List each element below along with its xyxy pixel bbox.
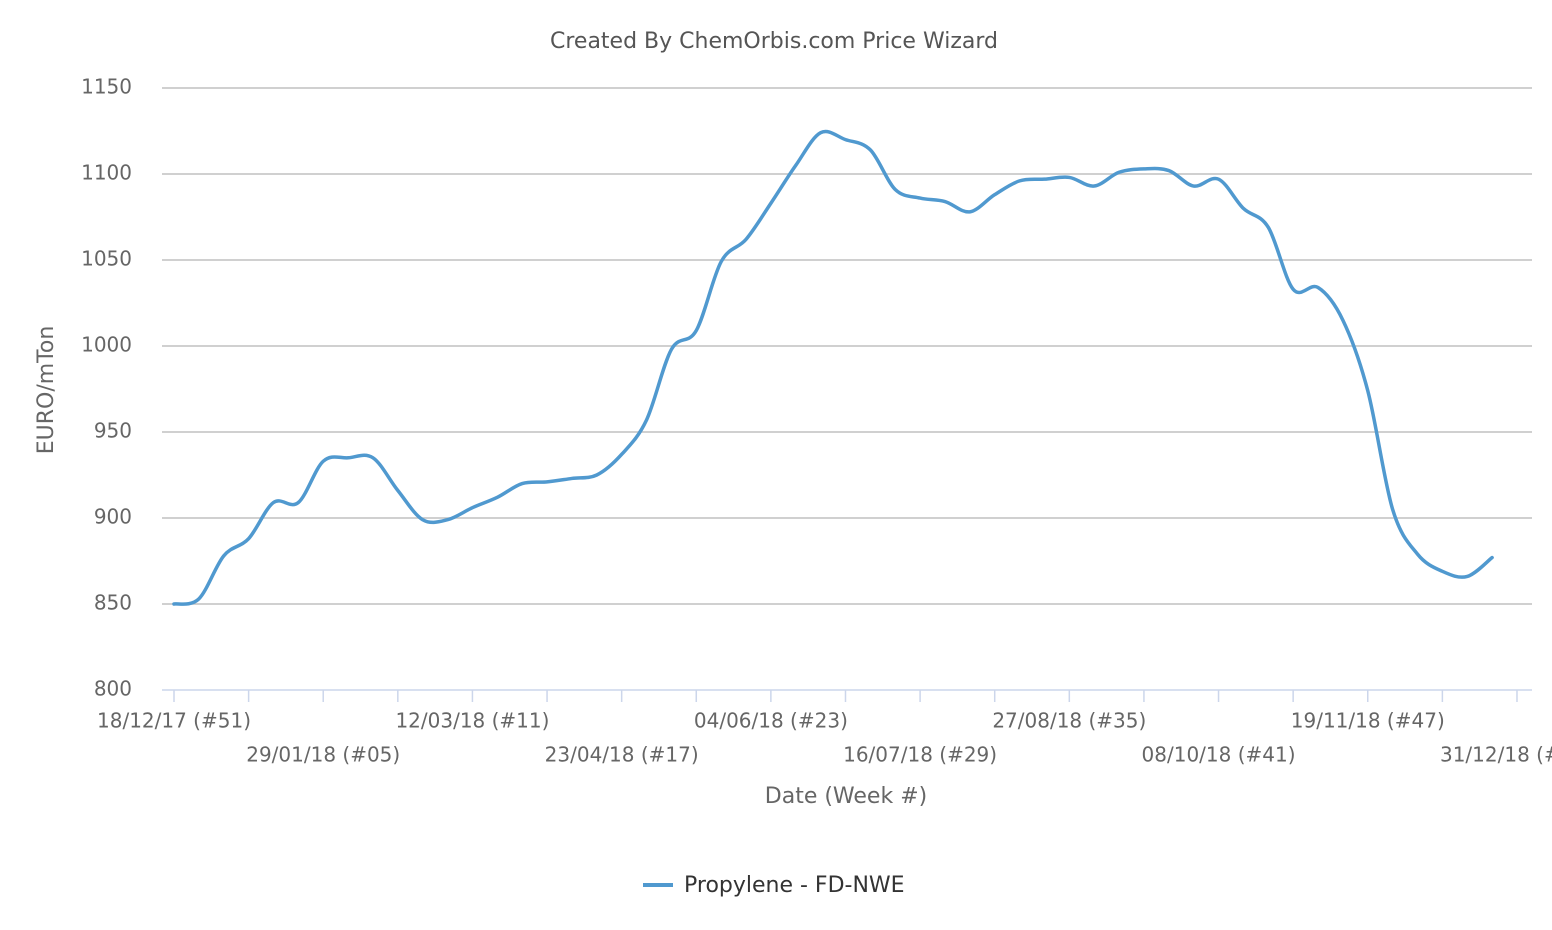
x-tick-label: 08/10/18 (#41) xyxy=(1142,743,1296,767)
y-tick-label: 1150 xyxy=(81,75,132,99)
y-tick-label: 800 xyxy=(94,677,132,701)
y-tick-label: 1000 xyxy=(81,333,132,357)
chart-title: Created By ChemOrbis.com Price Wizard xyxy=(550,29,998,54)
y-tick-label: 850 xyxy=(94,591,132,615)
x-tick-label: 04/06/18 (#23) xyxy=(694,709,848,733)
x-tick-label: 12/03/18 (#11) xyxy=(395,709,549,733)
x-tick-label: 16/07/18 (#29) xyxy=(843,743,997,767)
x-tick-label: 27/08/18 (#35) xyxy=(992,709,1146,733)
x-tick-label: 29/01/18 (#05) xyxy=(246,743,400,767)
x-tick-label: 31/12/18 (#01) xyxy=(1440,743,1552,767)
y-tick-label: 1100 xyxy=(81,161,132,185)
y-axis-label: EURO/mTon xyxy=(34,326,59,455)
line-series xyxy=(172,129,1494,606)
x-tick-label: 19/11/18 (#47) xyxy=(1291,709,1445,733)
y-tick-label: 900 xyxy=(94,505,132,529)
y-tick-label: 950 xyxy=(94,419,132,443)
x-tick-label: 18/12/17 (#51) xyxy=(97,709,251,733)
x-tick-label: 23/04/18 (#17) xyxy=(545,743,699,767)
legend-label: Propylene - FD-NWE xyxy=(684,873,905,898)
y-tick-label: 1050 xyxy=(81,247,132,271)
x-axis-label: Date (Week #) xyxy=(765,784,927,809)
